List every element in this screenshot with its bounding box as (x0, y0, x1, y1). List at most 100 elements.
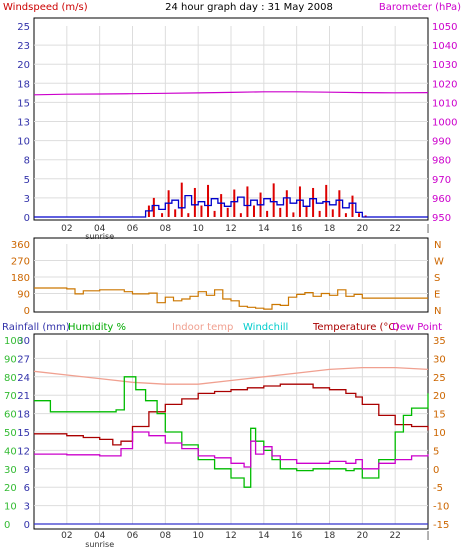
wind-x-tick: 10 (192, 224, 204, 234)
temp-x-tick: 20 (357, 531, 369, 541)
wind-x-tick: 14 (258, 224, 270, 234)
dew-point-title: Dew Point (392, 322, 442, 333)
rainfall-y-tick: 24 (17, 373, 30, 384)
baro-y-tick: 1030 (432, 60, 457, 71)
baro-y-tick: 1020 (432, 79, 457, 90)
windspeed-line (34, 194, 428, 218)
humidity-y-tick: 50 (4, 428, 17, 439)
temperature-y-tick: 15 (433, 410, 446, 421)
wind-x-tick: 02 (61, 224, 72, 234)
direction-y-tick: 0 (24, 306, 30, 317)
rainfall-y-tick: 9 (24, 465, 30, 476)
humidity-y-tick: 80 (4, 373, 17, 384)
baro-y-tick: 1040 (432, 41, 457, 52)
temperature-line (34, 383, 429, 446)
compass-tick: W (434, 257, 444, 268)
temp-x-tick: 16 (291, 531, 303, 541)
rainfall-y-tick: 15 (17, 428, 30, 439)
direction-y-tick: 270 (11, 257, 30, 268)
humidity-y-tick: 40 (4, 446, 17, 457)
humidity-title: Humidity % (68, 322, 126, 333)
temperature-y-tick: -5 (433, 483, 443, 494)
wind-y-tick: 8 (24, 156, 30, 167)
humidity-y-tick: 90 (4, 354, 17, 365)
rainfall-y-tick: 18 (17, 410, 30, 421)
wind-y-tick: 10 (17, 137, 30, 148)
temp-x-tick: 14 (258, 531, 270, 541)
wind-x-tick: 12 (225, 224, 236, 234)
temp-x-tick: 02 (61, 531, 72, 541)
temp-x-tick: 10 (192, 531, 204, 541)
indoor-temp-title: Indoor temp (172, 322, 233, 333)
temp-x-tick: 18 (324, 531, 336, 541)
wind-x-tick: 16 (291, 224, 303, 234)
baro-y-tick: 960 (432, 194, 451, 205)
temp-x-tick: 04 (94, 531, 106, 541)
wind-y-tick: 20 (17, 60, 30, 71)
wind-y-tick: 18 (17, 79, 30, 90)
temperature-y-tick: 20 (433, 391, 446, 402)
temp-x-tick: 08 (160, 531, 172, 541)
temperature-y-tick: 10 (433, 428, 446, 439)
humidity-y-tick: 70 (4, 391, 17, 402)
baro-y-tick: 1000 (432, 118, 457, 129)
temperature-y-tick: -15 (433, 520, 449, 531)
temp-x-end-tick: | (426, 531, 429, 541)
temperature-y-tick: 0 (433, 465, 439, 476)
humidity-y-tick: 100 (4, 336, 23, 347)
graph-day-title: 24 hour graph day : 31 May 2008 (165, 2, 333, 13)
wind-x-tick: 06 (127, 224, 139, 234)
rainfall-y-tick: 27 (17, 354, 30, 365)
temp-x-tick: 12 (225, 531, 236, 541)
wind-x-tick: 04 (94, 224, 106, 234)
wind-y-tick: 13 (17, 118, 30, 129)
temperature-y-tick: 35 (433, 336, 446, 347)
temperature-y-tick: 25 (433, 373, 446, 384)
wind-x-tick: 20 (357, 224, 369, 234)
wind-y-tick: 25 (17, 22, 30, 33)
wind-x-end-tick: | (426, 224, 429, 234)
temp-x-tick: 06 (127, 531, 139, 541)
dew-point-line (34, 431, 429, 470)
wind-y-tick: 23 (17, 41, 30, 52)
rainfall-y-tick: 12 (17, 446, 30, 457)
windspeed-title: Windspeed (m/s) (3, 2, 88, 13)
baro-y-tick: 950 (432, 213, 451, 224)
sunrise-label: sunrise (85, 540, 114, 549)
rainfall-y-tick: 0 (24, 520, 30, 531)
direction-y-tick: 180 (11, 273, 30, 284)
direction-y-tick: 360 (11, 240, 30, 251)
baro-y-tick: 980 (432, 156, 451, 167)
compass-tick: N (434, 240, 441, 251)
humidity-y-tick: 10 (4, 502, 17, 513)
rainfall-y-tick: 21 (17, 391, 30, 402)
humidity-y-tick: 30 (4, 465, 17, 476)
rainfall-y-tick: 30 (17, 336, 30, 347)
humidity-y-tick: 0 (4, 520, 10, 531)
baro-y-tick: 1010 (432, 98, 457, 109)
barometer-title: Barometer (hPa) (379, 2, 461, 13)
barometer-line (33, 91, 429, 96)
wind-y-tick: 0 (24, 213, 30, 224)
compass-tick: N (434, 306, 441, 317)
direction-y-tick: 90 (17, 290, 30, 301)
wind-y-tick: 3 (24, 194, 30, 205)
compass-tick: S (434, 273, 440, 284)
wind-y-tick: 5 (24, 175, 30, 186)
temperature-y-tick: 5 (433, 446, 439, 457)
baro-y-tick: 990 (432, 137, 451, 148)
compass-tick: E (434, 290, 440, 301)
windchill-title: Windchill (243, 322, 288, 333)
temperature-y-tick: -10 (433, 502, 449, 513)
rainfall-y-tick: 3 (24, 502, 30, 513)
wind-y-tick: 15 (17, 98, 30, 109)
temperature-y-tick: 30 (433, 354, 446, 365)
humidity-y-tick: 60 (4, 410, 17, 421)
temp-x-tick: 22 (389, 531, 400, 541)
rainfall-y-tick: 6 (24, 483, 30, 494)
wind-x-tick: 22 (389, 224, 400, 234)
indoor-temp-line (33, 366, 429, 385)
temperature-title: Temperature (°C) (312, 322, 399, 333)
wind-x-tick: 18 (324, 224, 336, 234)
